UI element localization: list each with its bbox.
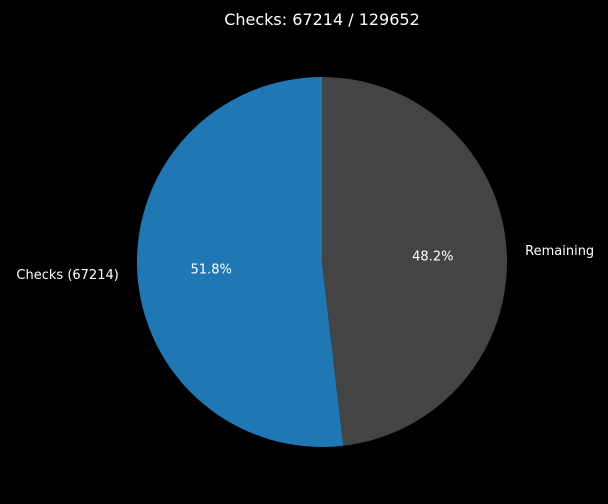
pie-slice-1: [136, 77, 344, 448]
slice-percent-1: 51.8%: [191, 262, 232, 277]
slice-label-1: Checks (67214): [16, 268, 118, 283]
slice-label-2: Remaining: [525, 244, 594, 259]
pie-slices: [136, 77, 507, 448]
slice-percent-2: 48.2%: [412, 250, 453, 265]
chart-title: Checks: 67214 / 129652: [224, 10, 420, 29]
pie-slice-2: [322, 77, 507, 446]
pie-labels: Checks (67214) 51.8% Remaining 48.2%: [16, 244, 594, 283]
